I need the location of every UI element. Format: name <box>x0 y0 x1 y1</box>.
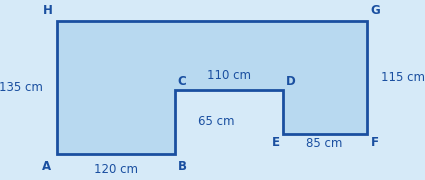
Polygon shape <box>57 21 367 154</box>
Text: B: B <box>178 161 187 174</box>
Text: 110 cm: 110 cm <box>207 69 251 82</box>
Text: G: G <box>371 4 380 17</box>
Text: 85 cm: 85 cm <box>306 137 343 150</box>
Text: H: H <box>43 4 53 17</box>
Text: 135 cm: 135 cm <box>0 81 43 94</box>
Text: F: F <box>371 136 379 149</box>
Text: 65 cm: 65 cm <box>198 115 234 128</box>
Text: E: E <box>272 136 280 149</box>
Text: D: D <box>286 75 296 88</box>
Text: A: A <box>42 161 51 174</box>
Text: 115 cm: 115 cm <box>381 71 425 84</box>
Text: 120 cm: 120 cm <box>94 163 138 176</box>
Text: C: C <box>178 75 187 88</box>
